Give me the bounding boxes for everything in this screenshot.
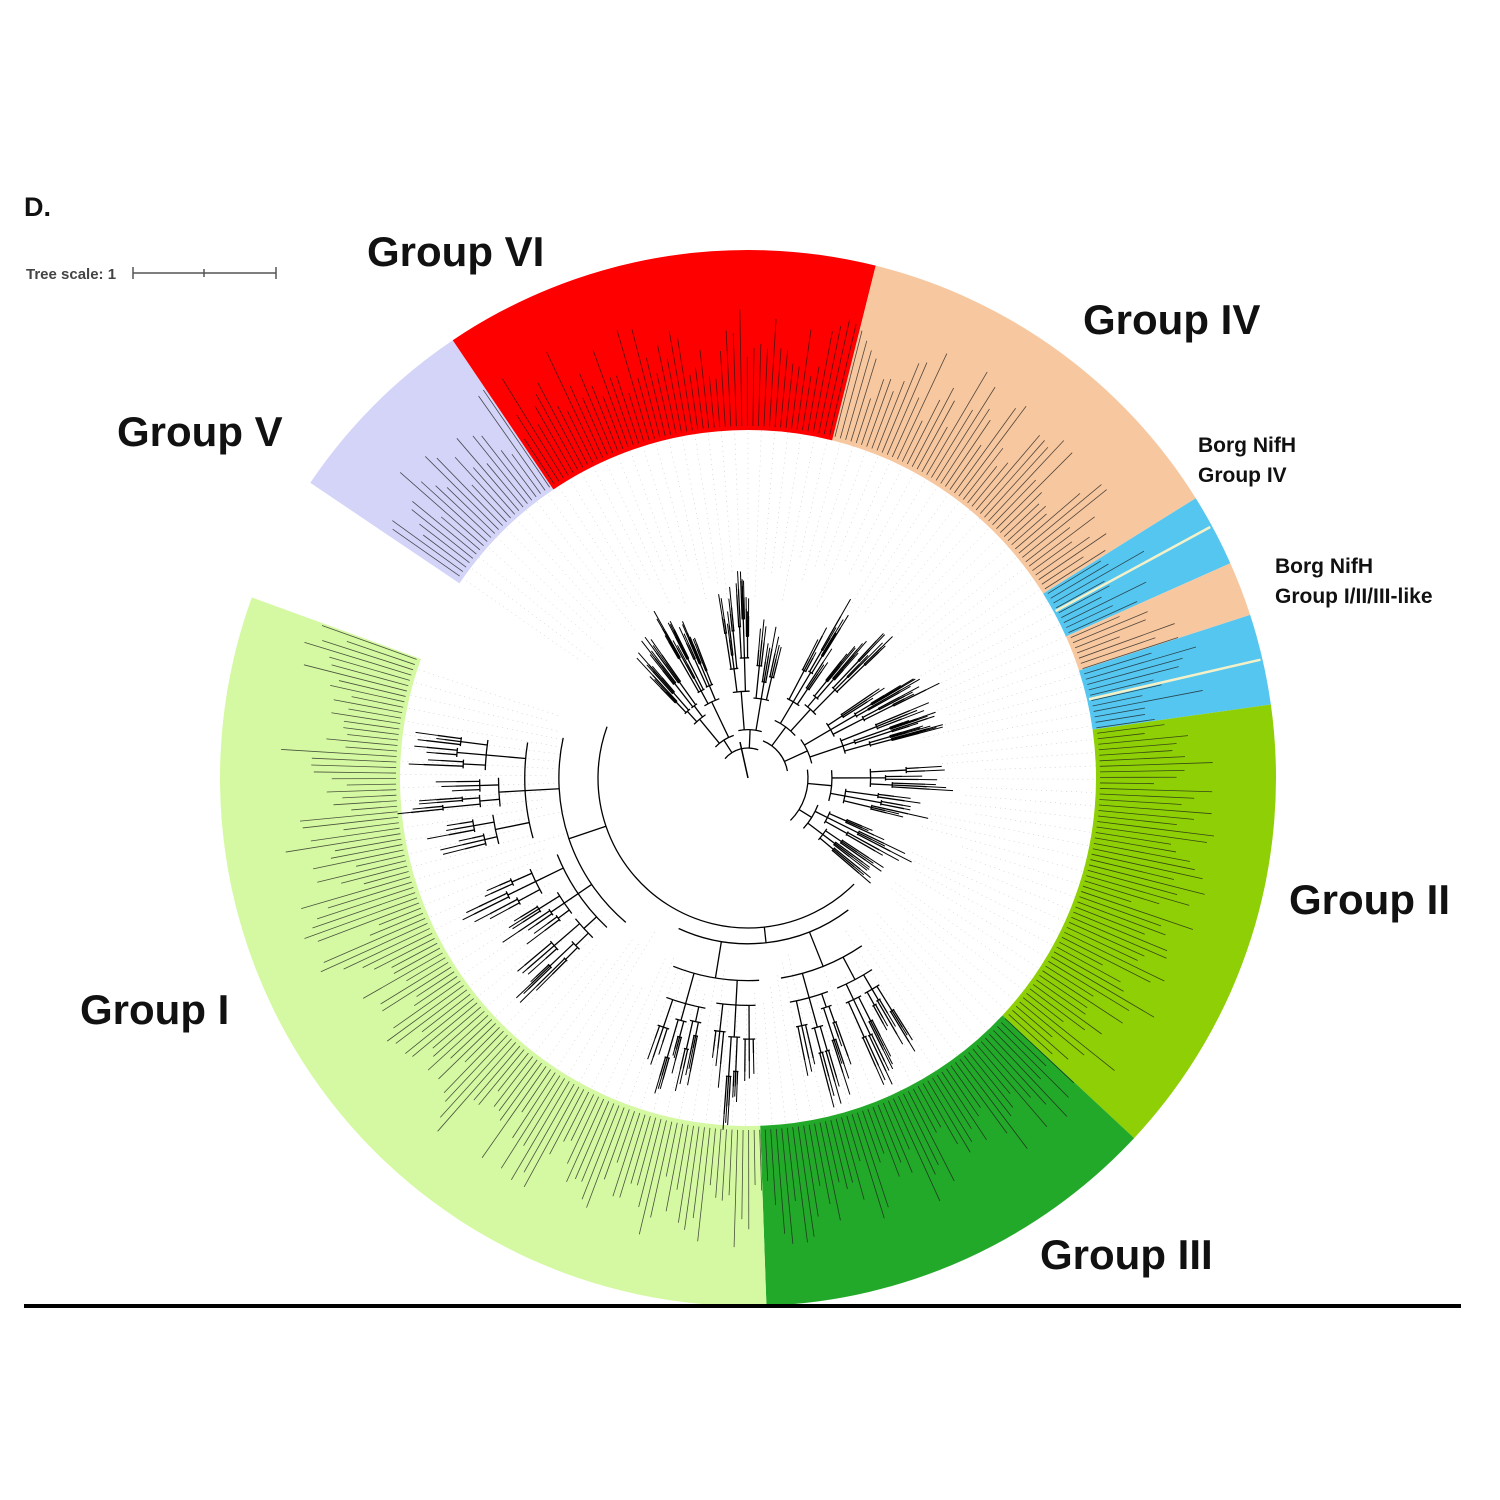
clade-sector-group-v	[310, 340, 554, 584]
leaf-label-ticks	[281, 309, 1214, 1248]
clade-sector-group-iv	[1065, 563, 1251, 671]
tree-scale-label: Tree scale: 1	[26, 266, 117, 283]
borg-separator	[1054, 525, 1211, 613]
group-label-vi: Group VI	[367, 228, 545, 275]
group-label-iii: Group III	[1040, 1231, 1213, 1278]
clade-sector-group-ii	[1002, 704, 1277, 1139]
panel-label: D.	[24, 192, 51, 222]
borg-label-line1: Borg NifH	[1198, 434, 1296, 457]
borg-label-line2: Group I/II/III-like	[1275, 585, 1433, 608]
borg-separator	[1088, 658, 1261, 701]
clade-sector-group-iv	[832, 265, 1196, 594]
borg-label-line2: Group IV	[1198, 464, 1287, 487]
group-label-ii: Group II	[1289, 876, 1450, 923]
clade-sector-group-vi	[452, 250, 876, 490]
clade-sector-borg-group-i-ii-iii-like	[1078, 614, 1271, 730]
clade-sector-group-i	[220, 597, 767, 1306]
borg-label-group-iv: Borg NifH Group IV	[1198, 431, 1296, 491]
group-label-iv: Group IV	[1083, 296, 1261, 343]
borg-label-group-i-ii-iii-like: Borg NifH Group I/II/III-like	[1275, 552, 1433, 612]
bottom-divider	[24, 1304, 1461, 1308]
borg-label-line1: Borg NifH	[1275, 555, 1373, 578]
tree-scale-bar	[132, 267, 277, 279]
group-label-i: Group I	[80, 986, 230, 1033]
clade-color-ring	[220, 250, 1277, 1306]
tree-branches	[397, 571, 954, 1130]
clade-sector-group-iii	[760, 1015, 1135, 1306]
group-label-v: Group V	[117, 408, 283, 455]
